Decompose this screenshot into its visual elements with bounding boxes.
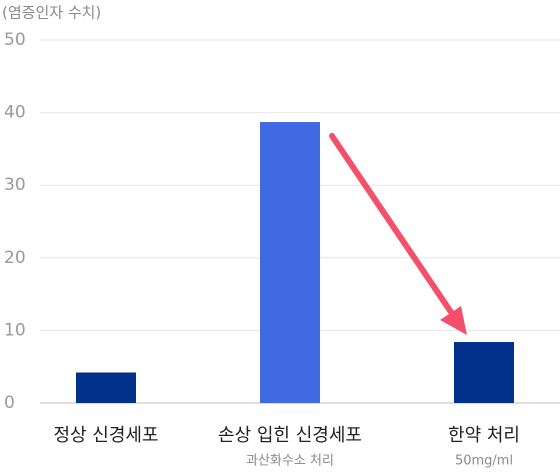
bar: [454, 342, 514, 403]
y-tick-label: 50: [4, 30, 26, 50]
y-tick-label: 30: [4, 175, 26, 195]
x-tick-note: 50mg/ml: [455, 454, 513, 469]
y-tick-label: 10: [4, 320, 26, 340]
y-axis-label: (염증인자 수치): [2, 4, 101, 22]
bar: [260, 122, 320, 404]
trend-arrow: [329, 133, 467, 335]
x-tick-label: 한약 처리: [448, 425, 520, 446]
y-tick-label: 40: [4, 103, 26, 123]
x-tick-label: 손상 입힌 신경세포: [218, 425, 362, 446]
y-tick-label: 20: [4, 248, 26, 268]
x-tick-label: 정상 신경세포: [53, 425, 158, 446]
bar: [76, 372, 136, 403]
y-tick-label: 0: [4, 393, 15, 413]
x-tick-note: 과산화수소 처리: [246, 454, 334, 469]
